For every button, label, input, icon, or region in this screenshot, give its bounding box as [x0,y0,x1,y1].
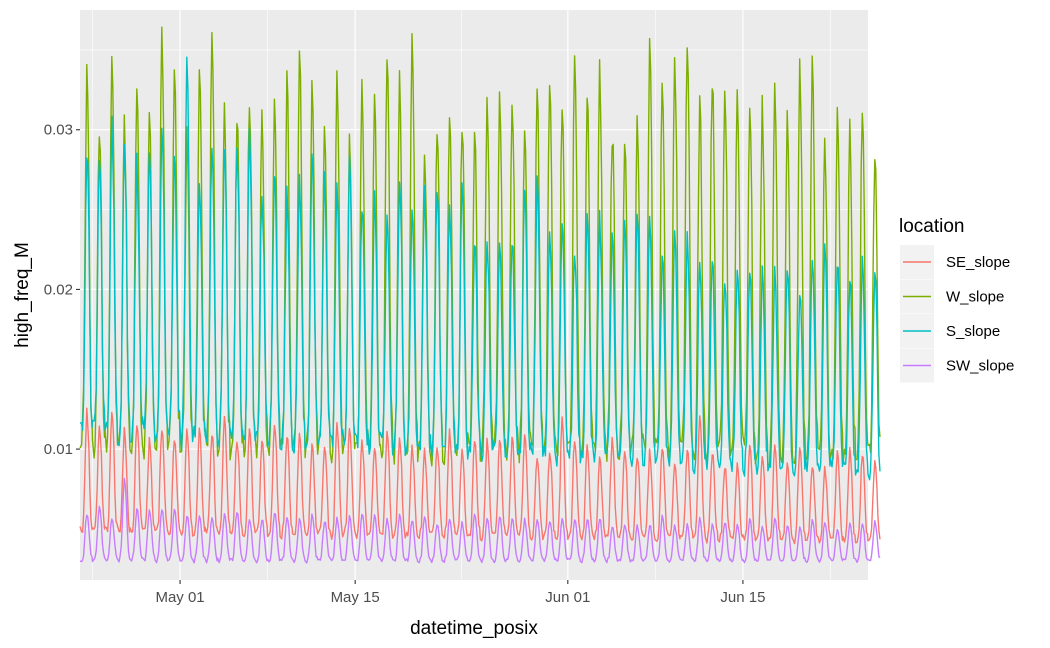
x-axis-title: datetime_posix [410,618,538,639]
legend-label: SW_slope [946,358,1014,375]
y-axis: 0.01 0.02 0.03 [44,122,80,458]
x-tick-label: May 01 [155,589,204,606]
y-tick-label: 0.01 [44,441,73,458]
x-axis: May 01 May 15 Jun 01 Jun 15 [155,580,765,606]
legend-label: S_slope [946,323,1000,340]
y-axis-title: high_freq_M [12,242,33,348]
legend-label: SE_slope [946,254,1010,271]
x-tick-label: May 15 [331,589,380,606]
series-line-sw-slope [79,477,881,564]
legend-title: location [899,216,965,237]
series-line-se-slope [79,407,881,545]
legend: location SE_slope W_slope S_slope SW_slope [899,216,1014,383]
y-tick-label: 0.02 [44,281,73,298]
x-tick-label: Jun 01 [545,589,590,606]
legend-label: W_slope [946,289,1004,306]
x-tick-label: Jun 15 [720,589,765,606]
y-tick-label: 0.03 [44,122,73,139]
series-line-s-slope [79,56,881,481]
legend-items: SE_slope W_slope S_slope SW_slope [900,245,1014,383]
series-layer [79,26,881,564]
